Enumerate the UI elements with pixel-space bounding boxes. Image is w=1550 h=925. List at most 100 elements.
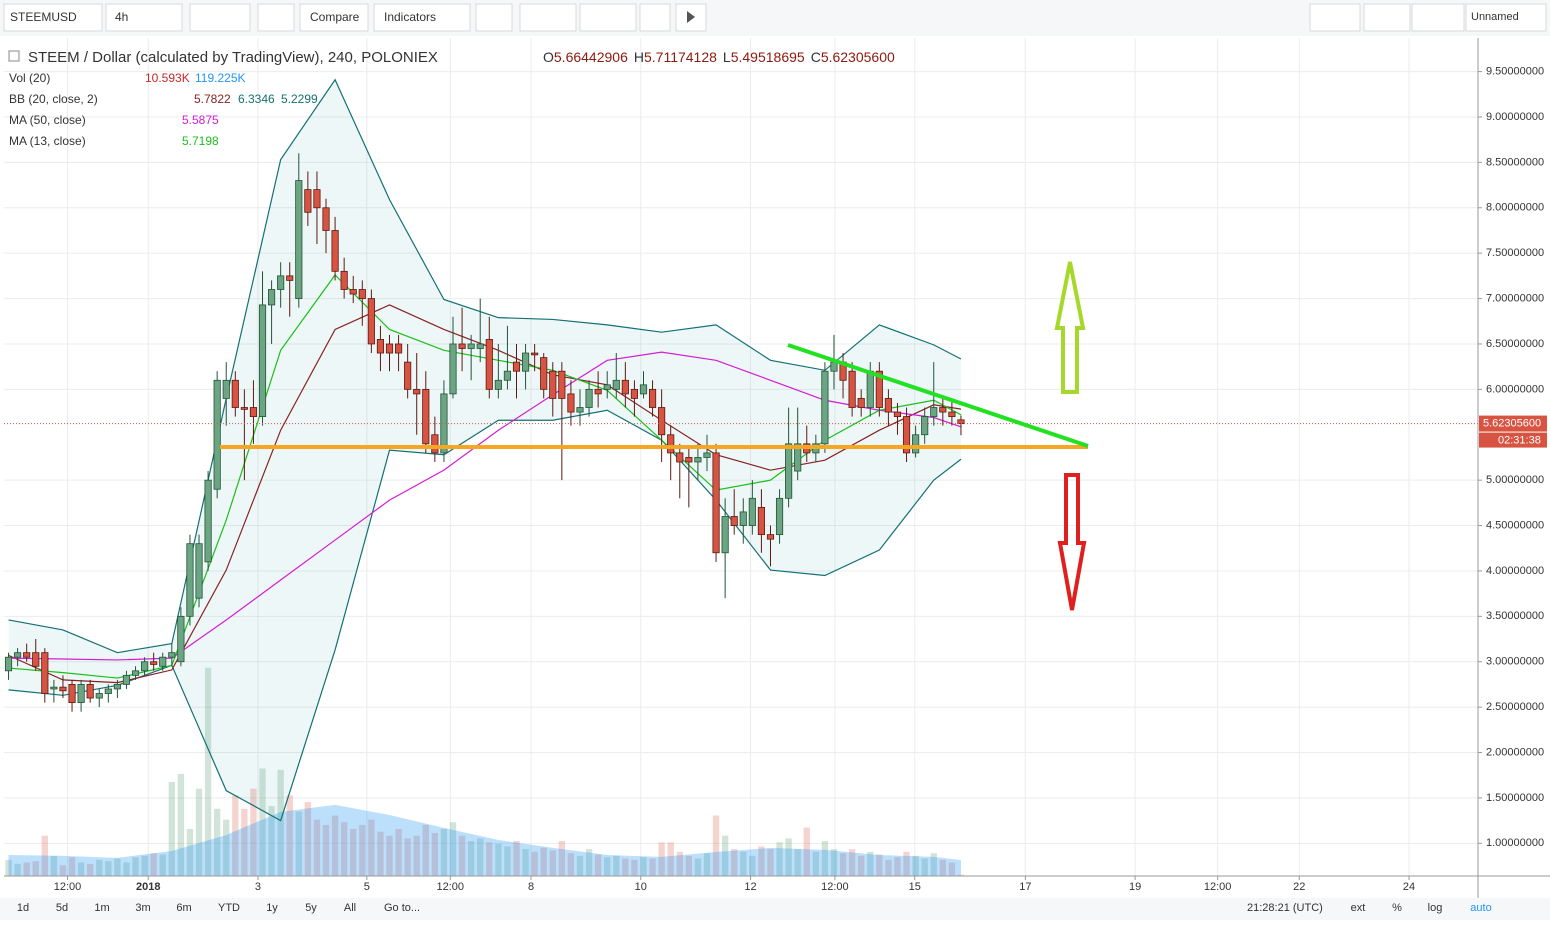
range-button[interactable]: 1d bbox=[17, 902, 29, 914]
candle-body bbox=[168, 652, 176, 658]
drawings bbox=[220, 261, 1089, 611]
x-tick-label: 10 bbox=[635, 881, 647, 893]
candle-body bbox=[948, 411, 956, 417]
volume-bar bbox=[939, 859, 946, 876]
volume-bar bbox=[50, 855, 58, 876]
candle-body bbox=[404, 361, 412, 390]
x-tick-label: 2018 bbox=[136, 881, 160, 893]
candle-body bbox=[41, 652, 49, 694]
volume-bar bbox=[785, 838, 792, 876]
volume-bar bbox=[848, 849, 856, 876]
interval-box[interactable] bbox=[105, 3, 183, 32]
volume-bar bbox=[123, 862, 130, 876]
volume-bar bbox=[250, 788, 257, 876]
candle-body bbox=[794, 443, 802, 472]
symbol[interactable]: STEEMUSD bbox=[10, 10, 77, 24]
candle-body bbox=[277, 275, 285, 290]
volume-bar bbox=[368, 819, 375, 876]
settings[interactable] bbox=[257, 3, 295, 32]
range-button[interactable]: 5d bbox=[56, 902, 68, 914]
layout-box[interactable] bbox=[1465, 3, 1547, 32]
candle-body bbox=[857, 398, 865, 408]
x-tick-label: 12:00 bbox=[1204, 881, 1232, 893]
indicators-box[interactable] bbox=[373, 3, 471, 32]
scale-option[interactable]: ext bbox=[1351, 902, 1366, 914]
scale-option[interactable]: % bbox=[1392, 902, 1402, 914]
y-tick-label: 1.50000000 bbox=[1486, 792, 1544, 804]
candle-body bbox=[150, 661, 158, 665]
candle-body bbox=[648, 388, 657, 408]
cloud-save[interactable] bbox=[1411, 3, 1465, 32]
cloud-load[interactable] bbox=[1363, 3, 1411, 32]
volume-bar bbox=[731, 849, 738, 876]
volume-bar bbox=[277, 769, 284, 876]
fullscreen[interactable] bbox=[639, 3, 671, 32]
volume-bar bbox=[667, 842, 674, 876]
candle-body bbox=[50, 686, 58, 690]
range-button[interactable]: 6m bbox=[176, 902, 191, 914]
compare-box[interactable] bbox=[299, 3, 369, 32]
candle-body bbox=[957, 419, 965, 424]
collapse-icon[interactable] bbox=[8, 50, 20, 62]
candle-body bbox=[113, 684, 121, 690]
plot bbox=[4, 78, 1478, 876]
range-button[interactable]: 5y bbox=[305, 902, 317, 914]
volume-bar bbox=[676, 851, 683, 876]
candle-body bbox=[467, 343, 475, 349]
template[interactable] bbox=[1309, 3, 1361, 32]
range-button[interactable]: 1m bbox=[94, 902, 109, 914]
volume-bar bbox=[422, 824, 429, 876]
candle-body bbox=[104, 688, 112, 694]
alert[interactable] bbox=[475, 3, 513, 32]
candle-body bbox=[576, 407, 584, 413]
candle-body bbox=[658, 407, 666, 436]
candle-body bbox=[912, 434, 920, 454]
candle-body bbox=[884, 398, 892, 413]
volume-bar bbox=[567, 853, 575, 876]
range-button[interactable]: All bbox=[344, 902, 356, 914]
undo-redo[interactable] bbox=[579, 3, 637, 32]
candle-body bbox=[494, 379, 502, 390]
volume-bar bbox=[712, 815, 720, 876]
volume-bar bbox=[186, 828, 194, 876]
volume-bar bbox=[867, 851, 874, 876]
indicators[interactable]: Indicators bbox=[384, 10, 436, 24]
volume-bar bbox=[740, 851, 747, 876]
interval[interactable]: 4h bbox=[115, 10, 128, 24]
candle-body bbox=[476, 343, 484, 349]
volume-bar bbox=[912, 855, 919, 876]
candle-body bbox=[558, 370, 566, 399]
volume-bar bbox=[658, 842, 665, 876]
compare[interactable]: Compare bbox=[310, 10, 360, 24]
range-button[interactable]: 3m bbox=[135, 902, 150, 914]
y-tick-label: 4.00000000 bbox=[1486, 565, 1544, 577]
candle-body bbox=[240, 407, 248, 410]
range-button[interactable]: YTD bbox=[218, 902, 240, 914]
candle-body bbox=[739, 511, 747, 526]
candle-body bbox=[23, 652, 31, 658]
candle-body bbox=[531, 352, 539, 356]
volume-bar bbox=[141, 855, 148, 876]
volume-bar bbox=[431, 833, 439, 876]
candle-body bbox=[775, 497, 784, 536]
candle-body bbox=[603, 384, 611, 390]
layout-name[interactable]: Unnamed bbox=[1471, 11, 1519, 23]
symbol-box[interactable] bbox=[3, 3, 103, 32]
down-arrow bbox=[1057, 473, 1087, 611]
candle-body bbox=[830, 361, 838, 372]
scale-option[interactable]: auto bbox=[1470, 902, 1491, 914]
candle-body bbox=[213, 379, 221, 490]
volume-bar bbox=[204, 667, 212, 876]
play-icon bbox=[687, 11, 695, 23]
candle-body bbox=[376, 339, 385, 354]
range-button[interactable]: 1y bbox=[266, 902, 278, 914]
goto-button[interactable]: Go to... bbox=[384, 902, 420, 914]
ideas[interactable] bbox=[519, 3, 577, 32]
candle-body bbox=[141, 661, 149, 672]
chart-style[interactable] bbox=[189, 3, 251, 32]
scale-option[interactable]: log bbox=[1428, 902, 1443, 914]
clock: 21:28:21 (UTC) bbox=[1247, 902, 1323, 914]
last-price-label: 5.62305600 bbox=[1483, 417, 1541, 429]
